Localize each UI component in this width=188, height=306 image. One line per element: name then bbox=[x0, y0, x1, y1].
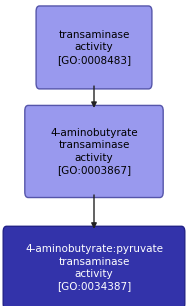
Text: 4-aminobutyrate:pyruvate
transaminase
activity
[GO:0034387]: 4-aminobutyrate:pyruvate transaminase ac… bbox=[25, 244, 163, 291]
Text: 4-aminobutyrate
transaminase
activity
[GO:0003867]: 4-aminobutyrate transaminase activity [G… bbox=[50, 128, 138, 175]
Text: transaminase
activity
[GO:0008483]: transaminase activity [GO:0008483] bbox=[57, 30, 131, 65]
FancyBboxPatch shape bbox=[36, 6, 152, 89]
FancyBboxPatch shape bbox=[25, 105, 163, 198]
FancyBboxPatch shape bbox=[3, 226, 185, 306]
